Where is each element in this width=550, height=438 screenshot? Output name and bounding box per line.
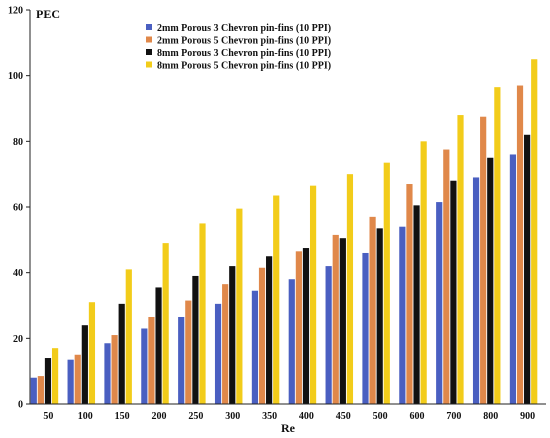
- legend-label-4: 8mm Porous 5 Chevron pin-fins (10 PPI): [157, 61, 331, 72]
- bar-series-1-re-300: [214, 303, 222, 404]
- bar-series-1-re-400: [288, 279, 295, 404]
- y-ticks-group: 0 20 40 60 80 100 120: [8, 6, 30, 411]
- bar-series-1-re-200: [141, 328, 148, 404]
- bar-series-2-re-400: [295, 251, 302, 404]
- bar-series-2-re-900: [516, 85, 524, 405]
- x-tick-label-50: 50: [43, 411, 53, 422]
- legend: 2mm Porous 3 Chevron pin-fins (10 PPI) 2m…: [146, 23, 331, 72]
- legend-label-3: 8mm Porous 3 Chevron pin-fins (10 PPI): [157, 48, 331, 59]
- legend-swatch-4: [146, 61, 152, 68]
- legend-swatch-2: [146, 36, 152, 43]
- x-tick-label-600: 600: [410, 411, 425, 422]
- bar-series-4-re-50: [51, 348, 59, 404]
- x-tick-label-300: 300: [225, 411, 240, 422]
- bar-series-1-re-450: [325, 266, 332, 404]
- bar-series-2-re-100: [74, 354, 81, 404]
- x-tick-label-700: 700: [446, 411, 461, 422]
- bar-series-1-re-700: [436, 202, 443, 404]
- bar-series-4-re-500: [383, 162, 390, 404]
- y-tick-label: 100: [8, 71, 23, 82]
- legend-label-1: 2mm Porous 3 Chevron pin-fins (10 PPI): [157, 23, 331, 34]
- x-tick-label-150: 150: [115, 411, 130, 422]
- bar-series-3-re-450: [339, 238, 346, 404]
- x-tick-label-500: 500: [373, 411, 388, 422]
- bar-series-2-re-250: [185, 300, 192, 404]
- bar-series-3-re-300: [229, 266, 236, 404]
- bar-series-2-re-700: [443, 149, 450, 404]
- x-tick-label-350: 350: [262, 411, 277, 422]
- bar-series-4-re-400: [309, 185, 317, 404]
- x-tick-label-450: 450: [336, 411, 351, 422]
- bar-series-2-re-300: [222, 284, 229, 404]
- bar-series-3-re-800: [487, 157, 494, 404]
- bar-series-4-re-200: [162, 243, 169, 404]
- x-tick-label-200: 200: [152, 411, 167, 422]
- bar-series-1-re-800: [472, 177, 480, 404]
- bar-series-4-re-350: [273, 195, 280, 404]
- bar-series-3-re-150: [118, 303, 125, 404]
- bar-series-4-re-450: [346, 174, 354, 404]
- bar-series-2-re-500: [369, 216, 376, 404]
- bar-series-3-re-50: [44, 358, 52, 404]
- bar-series-4-re-100: [88, 302, 96, 404]
- bar-series-4-re-800: [494, 87, 501, 404]
- bar-series-4-re-300: [236, 208, 243, 404]
- x-tick-label-900: 900: [520, 411, 535, 422]
- bar-series-1-re-900: [509, 154, 517, 404]
- y-axis-label: PEC: [36, 7, 60, 21]
- y-tick-label: 80: [13, 137, 23, 148]
- bar-series-1-re-250: [178, 316, 185, 404]
- bar-series-3-re-600: [413, 205, 420, 404]
- x-tick-label-400: 400: [299, 411, 314, 422]
- bar-series-2-re-150: [111, 335, 118, 404]
- bar-series-4-re-150: [125, 269, 132, 404]
- bar-series-2-re-350: [258, 267, 266, 404]
- bar-series-1-re-600: [399, 226, 406, 404]
- x-tick-label-800: 800: [483, 411, 498, 422]
- bar-series-3-re-900: [524, 134, 531, 404]
- x-ticks-group: 50 100 150 200 250 300 350 400 450 500 600 700 800 90…: [43, 411, 535, 422]
- legend-swatch-3: [146, 49, 152, 55]
- bar-series-2-re-50: [37, 376, 44, 404]
- bar-series-1-re-100: [67, 359, 74, 404]
- bar-series-4-re-600: [420, 141, 427, 404]
- x-tick-label-100: 100: [78, 411, 93, 422]
- bar-series-1-re-50: [30, 377, 37, 404]
- bar-series-4-re-700: [457, 115, 464, 404]
- bar-series-3-re-100: [81, 325, 88, 404]
- bar-series-2-re-800: [480, 116, 487, 405]
- bar-series-3-re-400: [302, 248, 310, 404]
- bar-series-3-re-700: [450, 180, 457, 404]
- bar-series-1-re-350: [251, 290, 259, 404]
- bar-series-2-re-450: [332, 234, 339, 404]
- bar-series-3-re-350: [266, 256, 273, 404]
- bars-group: [30, 59, 538, 405]
- bar-series-2-re-600: [406, 184, 413, 404]
- bar-series-3-re-200: [155, 287, 162, 404]
- bar-series-2-re-200: [148, 316, 155, 404]
- y-tick-label: 0: [18, 400, 23, 411]
- y-tick-label: 20: [13, 334, 23, 345]
- legend-label-2: 2mm Porous 5 Chevron pin-fins (10 PPI): [157, 36, 331, 47]
- x-tick-label-250: 250: [188, 411, 203, 422]
- y-tick-label: 40: [13, 268, 23, 279]
- bar-series-1-re-150: [104, 343, 111, 404]
- bar-series-4-re-900: [531, 59, 538, 404]
- y-tick-label: 60: [13, 203, 23, 214]
- y-tick-label: 120: [8, 6, 23, 17]
- x-axis-label: Re: [281, 421, 296, 435]
- bar-series-1-re-500: [362, 252, 369, 404]
- bar-series-4-re-250: [199, 223, 206, 404]
- bar-series-3-re-250: [192, 275, 199, 404]
- bar-series-3-re-500: [376, 228, 383, 404]
- legend-swatch-1: [146, 24, 152, 30]
